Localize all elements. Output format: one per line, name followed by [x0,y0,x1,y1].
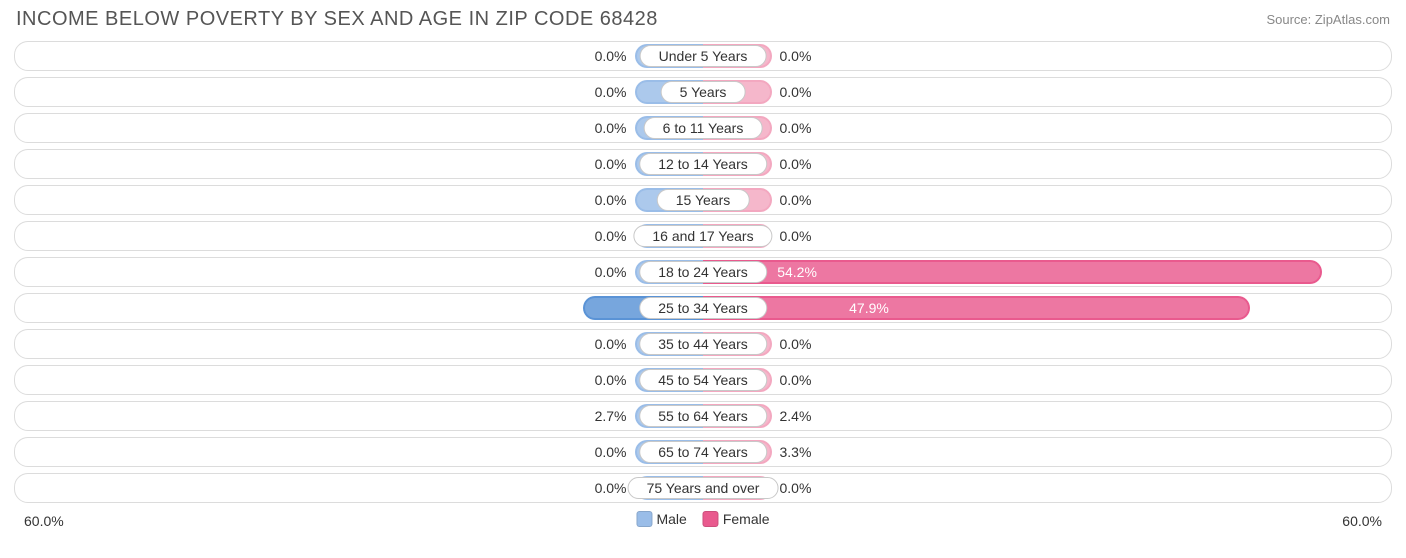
legend-female: Female [703,511,770,527]
diverging-bar-chart: INCOME BELOW POVERTY BY SEX AND AGE IN Z… [0,0,1406,558]
category-label: 5 Years [661,81,746,103]
male-value: 2.7% [595,404,635,428]
chart-row: 0.0% 0.0%35 to 44 Years [14,329,1392,359]
chart-row: 0.0% 0.0%16 and 17 Years [14,221,1392,251]
male-value: 0.0% [595,368,635,392]
female-value: 0.0% [772,44,812,68]
axis-max-left: 60.0% [24,513,64,529]
chart-title: INCOME BELOW POVERTY BY SEX AND AGE IN Z… [16,8,658,31]
legend-female-label: Female [723,511,770,527]
female-bar [703,296,1250,320]
female-value: 0.0% [772,152,812,176]
chart-row: 0.0% 0.0% 5 Years [14,77,1392,107]
chart-row: 0.0% 0.0% 15 Years [14,185,1392,215]
category-label: 12 to 14 Years [639,153,767,175]
male-value: 0.0% [595,440,635,464]
category-label: 65 to 74 Years [639,441,767,463]
male-value: 0.0% [595,188,635,212]
male-value: 0.0% [595,332,635,356]
chart-row: 0.0% 54.2%18 to 24 Years [14,257,1392,287]
category-label: 18 to 24 Years [639,261,767,283]
female-value: 0.0% [772,188,812,212]
chart-footer: 60.0% 60.0% Male Female [10,509,1396,539]
chart-header: INCOME BELOW POVERTY BY SEX AND AGE IN Z… [10,8,1396,41]
category-label: 6 to 11 Years [644,117,763,139]
female-value: 0.0% [772,368,812,392]
legend-female-swatch [703,511,719,527]
female-value: 54.2% [769,260,817,284]
category-label: Under 5 Years [640,45,767,67]
female-value: 0.0% [772,116,812,140]
category-label: 16 and 17 Years [633,225,772,247]
category-label: 45 to 54 Years [639,369,767,391]
female-value: 0.0% [772,224,812,248]
female-value: 0.0% [772,80,812,104]
legend: Male Female [636,511,769,527]
female-value: 2.4% [772,404,812,428]
male-value: 10.5% [90,296,138,320]
category-label: 75 Years and over [628,477,779,499]
male-value: 0.0% [595,116,635,140]
chart-row: 0.0% 0.0% 6 to 11 Years [14,113,1392,143]
category-label: 55 to 64 Years [639,405,767,427]
chart-source: Source: ZipAtlas.com [1266,12,1390,27]
chart-rows: 0.0%0.0%Under 5 Years0.0%0.0%5 Years0.0%… [10,41,1396,503]
category-label: 35 to 44 Years [639,333,767,355]
legend-male: Male [636,511,686,527]
chart-row: 0.0% 0.0%Under 5 Years [14,41,1392,71]
female-value: 47.9% [841,296,889,320]
male-value: 0.0% [595,260,635,284]
legend-male-swatch [636,511,652,527]
category-label: 25 to 34 Years [639,297,767,319]
male-value: 0.0% [595,152,635,176]
chart-row: 2.7% 2.4%55 to 64 Years [14,401,1392,431]
male-value: 0.0% [595,224,635,248]
axis-max-right: 60.0% [1342,513,1382,529]
male-value: 0.0% [595,44,635,68]
chart-row: 0.0% 0.0%12 to 14 Years [14,149,1392,179]
legend-male-label: Male [656,511,686,527]
female-value: 3.3% [772,440,812,464]
chart-row: 10.5% 47.9% 25 to 34 Years [14,293,1392,323]
chart-row: 0.0% 3.3%65 to 74 Years [14,437,1392,467]
male-value: 0.0% [595,80,635,104]
chart-row: 0.0% 0.0%45 to 54 Years [14,365,1392,395]
category-label: 15 Years [657,189,750,211]
female-value: 0.0% [772,332,812,356]
chart-row: 0.0%0.0%75 Years and over [14,473,1392,503]
